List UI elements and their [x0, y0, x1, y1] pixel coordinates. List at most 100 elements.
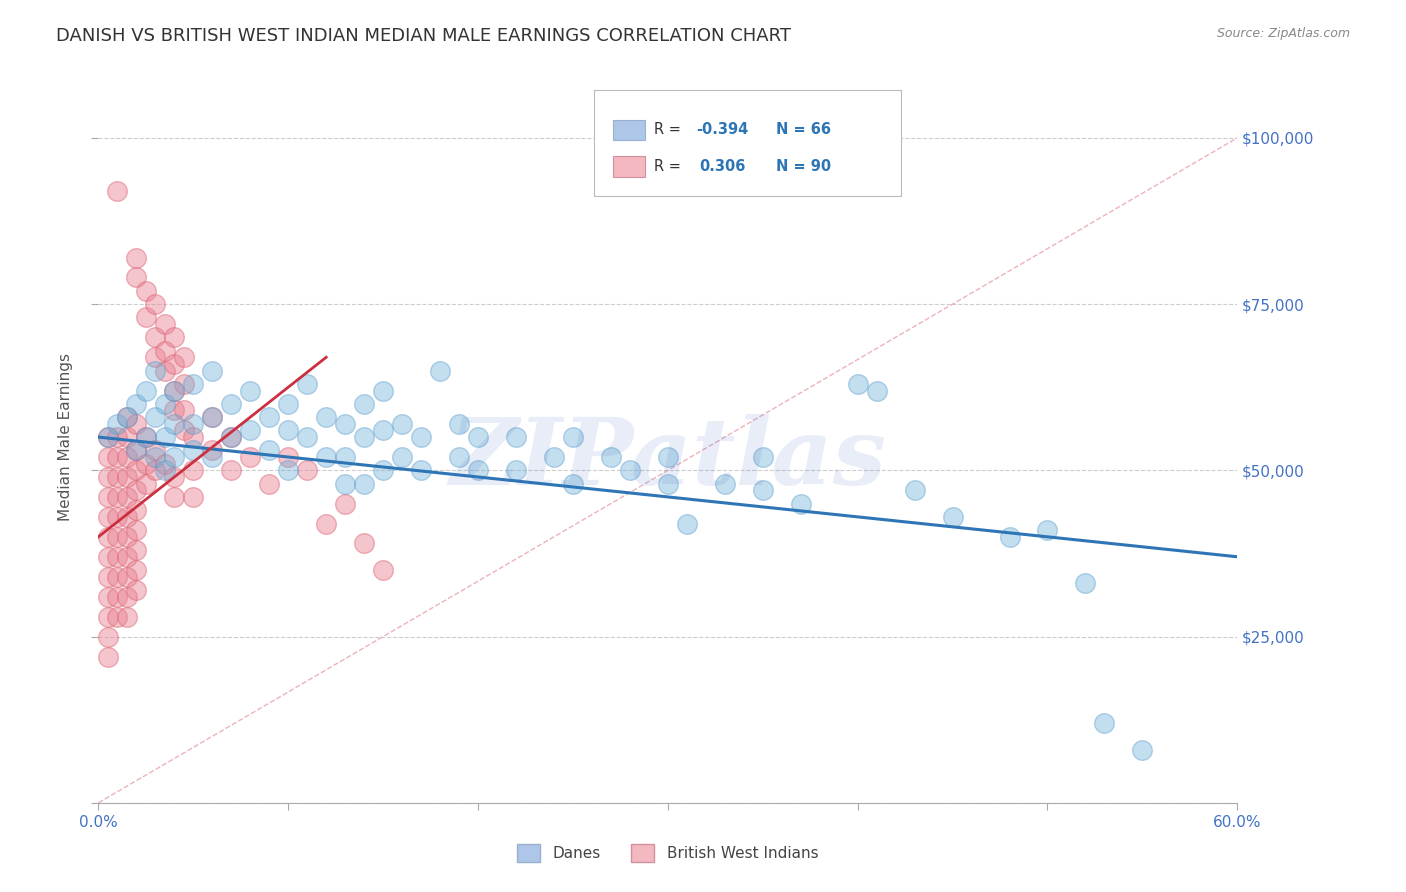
- Point: [449, 417, 471, 431]
- Point: [97, 450, 120, 464]
- Text: R =: R =: [654, 122, 681, 137]
- Point: [1132, 742, 1154, 756]
- Point: [904, 483, 927, 498]
- Point: [125, 463, 148, 477]
- Point: [353, 536, 375, 550]
- Text: -0.394: -0.394: [696, 122, 748, 137]
- Point: [183, 490, 205, 504]
- Point: [163, 417, 186, 431]
- Point: [183, 443, 205, 458]
- Text: 0.306: 0.306: [700, 159, 747, 174]
- Point: [259, 476, 281, 491]
- Point: [163, 403, 186, 417]
- Point: [115, 549, 138, 564]
- Point: [153, 397, 176, 411]
- Point: [752, 483, 775, 498]
- Point: [125, 563, 148, 577]
- Point: [353, 430, 375, 444]
- Point: [866, 384, 889, 398]
- Point: [153, 430, 176, 444]
- Point: [173, 403, 195, 417]
- Point: [97, 630, 120, 644]
- Point: [505, 430, 527, 444]
- Point: [145, 330, 167, 344]
- Point: [135, 430, 157, 444]
- Point: [125, 443, 148, 458]
- Point: [125, 397, 148, 411]
- Point: [115, 470, 138, 484]
- Point: [145, 297, 167, 311]
- Point: [201, 363, 224, 377]
- Point: [153, 457, 176, 471]
- Point: [449, 450, 471, 464]
- Point: [1074, 576, 1097, 591]
- Point: [115, 490, 138, 504]
- Point: [135, 430, 157, 444]
- Point: [846, 376, 869, 391]
- Point: [163, 384, 186, 398]
- Y-axis label: Median Male Earnings: Median Male Earnings: [58, 353, 73, 521]
- Point: [505, 463, 527, 477]
- Point: [183, 463, 205, 477]
- Point: [657, 450, 679, 464]
- Point: [353, 476, 375, 491]
- Text: DANISH VS BRITISH WEST INDIAN MEDIAN MALE EARNINGS CORRELATION CHART: DANISH VS BRITISH WEST INDIAN MEDIAN MAL…: [56, 27, 792, 45]
- Point: [1094, 716, 1116, 731]
- Point: [467, 430, 489, 444]
- Point: [297, 430, 319, 444]
- Point: [125, 417, 148, 431]
- Point: [657, 476, 679, 491]
- Point: [259, 410, 281, 425]
- Point: [107, 609, 129, 624]
- Point: [183, 417, 205, 431]
- Point: [107, 490, 129, 504]
- Point: [125, 503, 148, 517]
- Point: [115, 590, 138, 604]
- Point: [97, 530, 120, 544]
- Point: [335, 476, 357, 491]
- Point: [115, 430, 138, 444]
- Point: [173, 424, 195, 438]
- Point: [183, 430, 205, 444]
- Point: [135, 310, 157, 325]
- Point: [221, 397, 243, 411]
- Point: [97, 490, 120, 504]
- Point: [277, 424, 299, 438]
- Text: R =: R =: [654, 159, 681, 174]
- Point: [163, 330, 186, 344]
- Point: [676, 516, 699, 531]
- Point: [315, 450, 337, 464]
- Point: [115, 570, 138, 584]
- Text: Source: ZipAtlas.com: Source: ZipAtlas.com: [1216, 27, 1350, 40]
- Point: [97, 609, 120, 624]
- Point: [998, 530, 1021, 544]
- Point: [315, 516, 337, 531]
- Point: [97, 430, 120, 444]
- Point: [135, 476, 157, 491]
- Point: [163, 450, 186, 464]
- Point: [315, 410, 337, 425]
- Point: [135, 457, 157, 471]
- Point: [239, 384, 262, 398]
- Point: [97, 570, 120, 584]
- Point: [277, 397, 299, 411]
- Point: [97, 649, 120, 664]
- Point: [335, 497, 357, 511]
- Point: [115, 609, 138, 624]
- Point: [145, 463, 167, 477]
- Point: [97, 430, 120, 444]
- Point: [790, 497, 813, 511]
- Point: [107, 184, 129, 198]
- Point: [163, 357, 186, 371]
- FancyBboxPatch shape: [593, 90, 901, 195]
- Point: [145, 450, 167, 464]
- Point: [391, 450, 413, 464]
- Point: [115, 509, 138, 524]
- Point: [371, 384, 394, 398]
- Point: [201, 410, 224, 425]
- Point: [411, 430, 433, 444]
- Point: [259, 443, 281, 458]
- Point: [135, 284, 157, 298]
- Point: [125, 523, 148, 537]
- Point: [107, 417, 129, 431]
